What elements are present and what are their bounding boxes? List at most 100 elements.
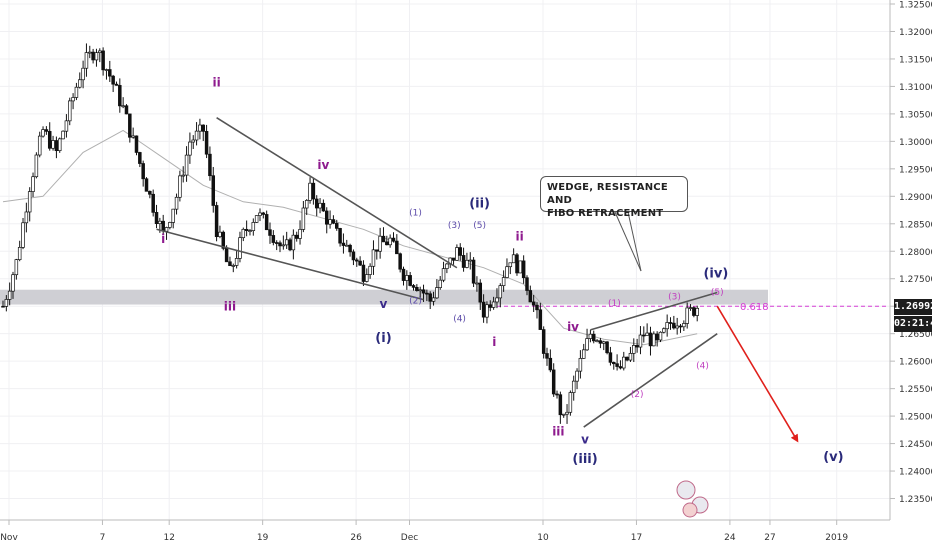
candle-body (628, 353, 633, 361)
wave-label: iv (567, 320, 579, 334)
candle-body (505, 266, 509, 278)
wedge-lower-1 (156, 228, 424, 301)
candle-body (431, 297, 436, 302)
candle-body (672, 322, 676, 329)
candle-body (7, 290, 12, 300)
candle-body (241, 228, 246, 239)
candle-body (515, 254, 519, 274)
candle-body (211, 175, 216, 206)
candle-body (238, 237, 242, 259)
candle-body (121, 105, 125, 108)
candle-body (565, 411, 569, 415)
candle-body (491, 301, 496, 308)
callout-pointer-left (614, 211, 642, 272)
candle-body (64, 120, 69, 132)
candle-body (415, 286, 419, 291)
candle-body (555, 393, 559, 396)
candle-body (578, 358, 583, 372)
candle-body (625, 356, 629, 361)
x-tick-label: 27 (764, 533, 775, 543)
candle-body (652, 333, 656, 347)
y-tick-label: 1.29000 (899, 193, 932, 203)
candle-body (648, 332, 653, 347)
candle-body (261, 212, 266, 215)
analysis-callout: WEDGE, RESISTANCE AND FIBO RETRACEMENT (540, 176, 688, 219)
candle-body (375, 249, 379, 252)
candle-body (341, 242, 346, 246)
x-tick-label: 10 (537, 533, 549, 543)
candle-body (401, 268, 406, 281)
candle-body (11, 274, 15, 292)
wave-label: (1) (409, 209, 422, 219)
candle-body (692, 307, 696, 316)
candle-body (194, 130, 199, 141)
candle-body (81, 67, 85, 81)
candle-body (591, 333, 596, 342)
candle-body (381, 235, 386, 243)
candle-body (395, 240, 399, 255)
candle-body (71, 97, 75, 102)
candle-body (688, 307, 693, 309)
candle-body (218, 231, 222, 238)
y-tick-label: 1.26000 (899, 358, 932, 368)
candle-body (41, 129, 45, 137)
candle-body (301, 207, 306, 230)
candle-body (178, 175, 182, 198)
wave-label: (iv) (703, 267, 728, 282)
resistance-zone-layer: 0.618 (0, 289, 888, 313)
candle-body (545, 353, 549, 359)
candle-body (254, 215, 259, 223)
candle-body (548, 357, 553, 371)
candle-body (338, 228, 342, 244)
wave-label: (4) (453, 315, 466, 325)
candle-body (568, 392, 573, 413)
candle-body (164, 227, 169, 232)
candle-body (181, 174, 185, 177)
candle-body (171, 208, 175, 223)
resistance-zone (0, 289, 768, 305)
candle-body (658, 331, 663, 341)
candle-body (361, 264, 366, 282)
logo-badge (676, 480, 709, 518)
candle-body (37, 135, 42, 156)
candle-body (458, 247, 462, 256)
candle-body (662, 328, 666, 333)
candle-body (495, 297, 499, 303)
candle-body (328, 219, 332, 225)
x-tick-label: 7 (100, 533, 106, 543)
y-tick-label: 1.25500 (899, 385, 932, 395)
candle-body (4, 299, 9, 307)
candle-body (191, 139, 195, 143)
candle-body (518, 260, 523, 274)
candle-body (188, 141, 192, 156)
candle-body (358, 260, 362, 266)
candle-body (104, 69, 109, 71)
candle-body (151, 193, 155, 213)
candle-body (308, 182, 312, 201)
wave-label: (3) (668, 293, 681, 303)
candle-body (244, 228, 249, 231)
fibo-label: 0.618 (740, 302, 769, 313)
y-tick-label: 1.32000 (899, 28, 932, 38)
y-tick-label: 1.26500 (899, 330, 932, 340)
moving-average-line (2, 129, 698, 346)
candle-body (471, 259, 476, 284)
candle-body (418, 289, 422, 292)
y-tick-label: 1.32500 (899, 1, 932, 11)
candle-body (57, 138, 62, 152)
wave-label: (1) (608, 299, 621, 309)
y-tick-label: 1.28000 (899, 248, 932, 258)
candle-body (288, 239, 292, 251)
x-tick-label: 17 (631, 533, 642, 543)
candle-body (445, 263, 449, 269)
candle-body (388, 237, 392, 246)
candle-body (321, 202, 326, 212)
candle-body (101, 50, 105, 71)
wave-label: (2) (631, 390, 644, 400)
candle-body (541, 329, 546, 354)
candle-body (405, 275, 409, 281)
candle-body (1, 305, 5, 308)
wave-label: (5) (473, 221, 486, 231)
candle-body (34, 154, 39, 178)
